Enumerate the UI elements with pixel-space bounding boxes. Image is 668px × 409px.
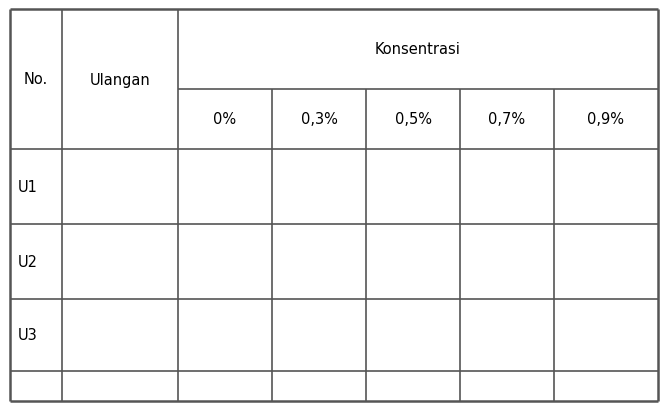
Text: Konsentrasi: Konsentrasi [375, 43, 461, 57]
Text: 0%: 0% [214, 112, 236, 127]
Text: 0,7%: 0,7% [488, 112, 526, 127]
Text: 0,5%: 0,5% [395, 112, 432, 127]
Text: 0,9%: 0,9% [587, 112, 625, 127]
Text: U2: U2 [18, 254, 38, 270]
Text: U1: U1 [18, 180, 38, 195]
Text: U3: U3 [18, 328, 38, 343]
Text: Ulangan: Ulangan [90, 72, 150, 87]
Text: No.: No. [24, 72, 48, 87]
Text: 0,3%: 0,3% [301, 112, 337, 127]
